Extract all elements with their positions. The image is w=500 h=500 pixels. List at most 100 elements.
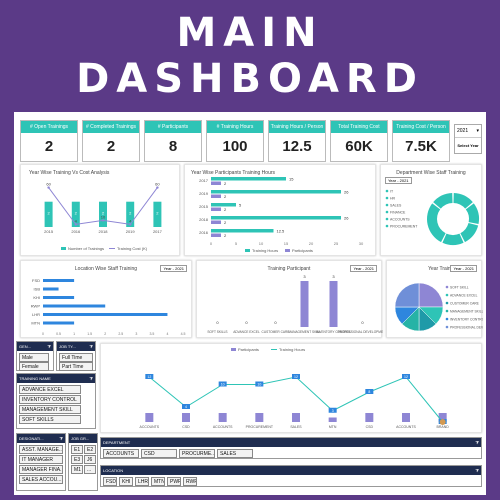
tick-label: 2017 [153, 229, 163, 234]
legend-label: SALES [390, 204, 402, 208]
data-label: 5 [239, 203, 242, 208]
year-dropdown[interactable]: 2021 ▾ [455, 125, 481, 138]
slicer-item-department[interactable]: ACCOUNTS [103, 449, 139, 458]
slicer-item-department[interactable]: CSD [141, 449, 177, 458]
chart-training-cost: 2 2015 2 2016 2 2018 2 2019 2 2017 60 4 10 4 60 Number … [44, 182, 163, 251]
year-tag[interactable]: Year - 2021 [385, 177, 412, 184]
slicer-item-location[interactable]: MTN [151, 477, 165, 486]
filter-icon[interactable]: ⧩ [89, 376, 93, 381]
slicer-item-location[interactable]: KHI [119, 477, 133, 486]
legend-swatch [285, 249, 290, 252]
slicer-item-designation[interactable]: ASST. MANAGE... [19, 445, 63, 454]
kpi-value: 2 [106, 138, 116, 155]
year-tag[interactable]: Year - 2021 [350, 265, 377, 272]
slicer-header: GEN... ⧩ [17, 342, 53, 351]
legend-label: PROCUREMENT [390, 225, 418, 229]
legend-label: HR [390, 197, 396, 201]
slicer-item-location[interactable]: PWR [167, 477, 181, 486]
legend-label: Number of Trainings [68, 246, 104, 251]
slicer-item-full-time[interactable]: Full Time [59, 353, 93, 362]
slicer-job-type: JOB TY... ⧩ Full Time Part Time [56, 341, 96, 371]
slicer-item-training[interactable]: ADVANCE EXCEL [19, 385, 81, 394]
dashboard-sheet: # Open Trainings 2 # Completed Trainings 2 #… [14, 112, 500, 495]
legend-label: FINANCE [390, 211, 406, 215]
tick-label: 2 [104, 332, 106, 336]
slicer-item-grade[interactable]: E2 [84, 445, 96, 454]
tick-label: ACCOUNTS [140, 425, 160, 429]
slicer-item-designation[interactable]: SALES ACCOU... [19, 475, 63, 484]
slicer-item-female[interactable]: Female [19, 362, 49, 371]
slicer-gender: GEN... ⧩ Male Female [16, 341, 54, 371]
bar-trainings [126, 201, 135, 227]
slicer-item-designation[interactable]: IT MANAGER [19, 455, 63, 464]
bar-participants [402, 413, 410, 422]
slicer-item-training[interactable]: INVENTORY CONTROL [19, 395, 81, 404]
slicer-item-grade[interactable]: E3 [71, 455, 83, 464]
filter-icon[interactable]: ⧩ [475, 440, 479, 445]
chart-year-trainings-panel: Year Trainings Year - 2021 SOFT SKILL ADV… [386, 260, 500, 338]
slicer-item-training[interactable]: SOFT SKILLS [19, 415, 81, 424]
legend-swatch [385, 217, 389, 221]
filter-icon[interactable]: ⧩ [89, 344, 93, 349]
point-cost [156, 186, 159, 189]
kpi-card: # Completed Trainings 2 [82, 120, 140, 162]
chart3-title: Department Wise Staff Training [396, 170, 466, 176]
tick-label: MTN [31, 321, 40, 326]
slicer-item-male[interactable]: Male [19, 353, 49, 362]
data-label: 12 [404, 375, 408, 379]
slicer-header: TRAINING NAME ⧩ [17, 374, 95, 383]
tick-label: 0 [42, 332, 44, 336]
slicer-item-grade[interactable]: ... [84, 465, 96, 474]
chart-year-trainings-pie: SOFT SKILL ADVANCE EXCEL CUSTOMER CARE MANA… [394, 282, 500, 332]
slicer-item-grade[interactable]: E1 [71, 445, 83, 454]
chart1-title: Year Wise Training Vs Cost Analysis [29, 170, 110, 176]
kpi-label: # Training Hours [207, 121, 263, 133]
kpi-card: Training Hours / Person 12.5 [268, 120, 326, 162]
legend-label: Training Hours [252, 248, 278, 253]
kpi-label: Total Training Cost [331, 121, 387, 133]
slicer-item-grade[interactable]: M1 [71, 465, 83, 474]
kpi-value: 8 [168, 138, 178, 155]
data-label-box [328, 407, 337, 413]
data-label: 3 [303, 274, 306, 279]
year-tag[interactable]: Year - 2021 [160, 265, 187, 272]
slicer-item-department[interactable]: PROCURME... [179, 449, 215, 458]
slicer-training-name: TRAINING NAME ⧩ ADVANCE EXCEL INVENTORY C… [16, 373, 96, 429]
chart5-title: Training Participant [267, 266, 311, 272]
slicer-item-department[interactable]: SALES [217, 449, 253, 458]
slicer-item-designation[interactable]: MANAGER FINA... [19, 465, 63, 474]
tick-label: 30 [359, 241, 364, 246]
legend-swatch [445, 293, 449, 297]
slicer-item-grade[interactable]: J6 [84, 455, 96, 464]
tick-label: PROCUREMENT [246, 425, 274, 429]
slicer-item-training[interactable]: MANAGEMENT SKILL [19, 405, 81, 414]
bar-location [43, 304, 106, 308]
filter-icon[interactable]: ⧩ [47, 344, 51, 349]
tick-label: 2016 [71, 229, 81, 234]
filter-icon[interactable]: ⧩ [59, 436, 63, 441]
bar-location [43, 313, 168, 316]
bar-participants [328, 417, 337, 422]
legend-swatch [385, 224, 389, 228]
title-main: MAIN [176, 10, 324, 56]
data-label: 0 [274, 320, 277, 325]
slicer-item-location[interactable]: RWP [183, 477, 197, 486]
legend-swatch [245, 249, 250, 252]
slicer-item-location[interactable]: FSD [103, 477, 117, 486]
legend-label: SOFT SKILL [450, 286, 469, 290]
legend-label: IT [390, 190, 394, 194]
slicer-header: JOB TY... ⧩ [57, 342, 95, 351]
kpi-label: Training Cost / Person [393, 121, 449, 133]
slicer-item-part-time[interactable]: Part Time [59, 362, 93, 371]
legend-swatch [445, 309, 449, 313]
year-select[interactable]: 2021 ▾ Select Year [454, 124, 482, 154]
data-label-box [182, 404, 190, 409]
filter-icon[interactable]: ⧩ [475, 468, 479, 473]
slicer-item-location[interactable]: LHR [135, 477, 149, 486]
bar-participant [300, 281, 309, 327]
bar-participants [255, 413, 264, 422]
bar-hours [211, 190, 341, 194]
year-tag[interactable]: Year - 2021 [450, 265, 477, 272]
chart-training-participant-panel: Training Participant Year - 2021 0 SOFT S… [196, 260, 387, 338]
chevron-down-icon: ▾ [476, 128, 479, 134]
